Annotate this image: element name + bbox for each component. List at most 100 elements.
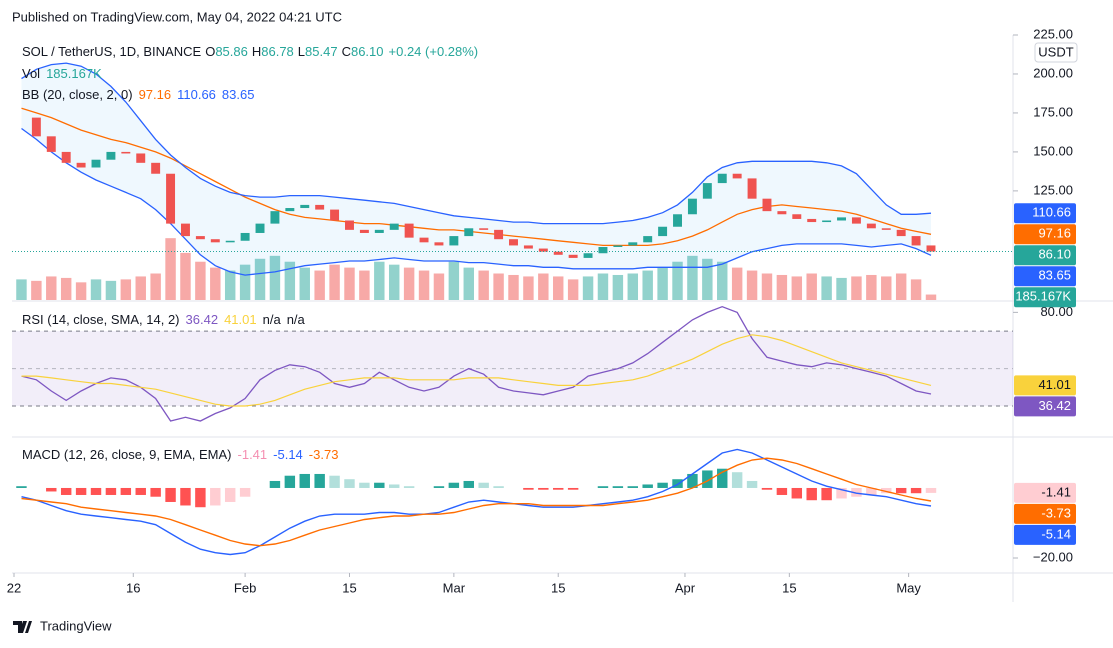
macd-histogram-bar bbox=[269, 480, 281, 488]
volume-bar bbox=[90, 279, 102, 300]
candle-body bbox=[568, 254, 578, 258]
brand-name: TradingView bbox=[40, 618, 112, 633]
volume-bar bbox=[180, 252, 191, 300]
candle-body bbox=[91, 159, 101, 168]
macd-histogram-bar bbox=[210, 487, 221, 506]
volume-bar bbox=[627, 273, 639, 300]
macd-histogram-bar bbox=[120, 487, 132, 495]
candle-body bbox=[807, 218, 817, 223]
logo-mark bbox=[13, 621, 32, 633]
candle-body bbox=[285, 208, 295, 212]
volume-bar bbox=[46, 276, 57, 300]
y-tick-label: 150.00 bbox=[1033, 143, 1073, 158]
candle-body bbox=[404, 223, 414, 238]
macd-histogram-bar bbox=[627, 486, 639, 488]
volume-bar bbox=[836, 277, 847, 300]
macd-histogram-bar bbox=[746, 480, 758, 488]
candle-body bbox=[76, 162, 86, 168]
candle-body bbox=[449, 236, 459, 246]
legend-item: 86.78 bbox=[261, 44, 294, 59]
macd-histogram-bar bbox=[493, 486, 504, 488]
legend-item: -1.41 bbox=[238, 447, 268, 462]
candle-body bbox=[300, 204, 310, 209]
macd-histogram-bar bbox=[851, 487, 862, 497]
volume-bar bbox=[776, 274, 788, 300]
macd-histogram-bar bbox=[866, 487, 877, 495]
macd-histogram-bar bbox=[597, 486, 609, 488]
macd-histogram-bar bbox=[910, 487, 922, 494]
volume-bar bbox=[75, 282, 87, 300]
line bbox=[21, 107, 932, 247]
x-tick-label: 15 bbox=[782, 580, 796, 595]
macd-histogram-bar bbox=[374, 482, 385, 488]
candle-body bbox=[240, 232, 250, 241]
macd-histogram-bar bbox=[687, 473, 698, 488]
price-tag bbox=[1014, 482, 1076, 503]
macd-histogram-bar bbox=[672, 479, 683, 488]
candle-body bbox=[121, 151, 131, 154]
candle-body bbox=[538, 248, 548, 252]
volume-bar bbox=[448, 261, 460, 300]
x-tick-label: Apr bbox=[675, 580, 696, 595]
volume-bar bbox=[597, 273, 609, 300]
macd-histogram-bar bbox=[403, 486, 415, 488]
price-tag bbox=[1014, 396, 1076, 417]
macd-histogram-bar bbox=[717, 468, 728, 488]
macd-histogram-bar bbox=[776, 487, 788, 495]
legend-item: O bbox=[205, 44, 215, 59]
legend-item: Vol bbox=[22, 66, 40, 81]
macd-histogram-bar bbox=[60, 487, 72, 495]
candle-body bbox=[345, 220, 354, 230]
volume-bar bbox=[329, 264, 340, 300]
legend-item: 110.66 bbox=[177, 87, 216, 102]
candle-body bbox=[106, 151, 116, 160]
legend: MACD (12, 26, close, 9, EMA, EMA) -1.41 -5… bbox=[22, 447, 338, 462]
line bbox=[21, 457, 932, 547]
candle-body bbox=[851, 217, 861, 224]
volume-bar bbox=[299, 267, 310, 300]
volume-bar bbox=[60, 277, 72, 300]
legend-item: 85.86 bbox=[215, 44, 248, 59]
volume-bar bbox=[523, 276, 534, 300]
legend-item: C bbox=[342, 44, 351, 59]
currency-label: USDT bbox=[1038, 44, 1073, 59]
volume-bar bbox=[925, 294, 937, 300]
price-tag-label: 110.66 bbox=[1032, 205, 1071, 220]
bb-fill bbox=[21, 63, 931, 276]
volume-bar bbox=[791, 276, 803, 300]
macd-histogram-bar bbox=[16, 486, 27, 488]
y-tick-label: 225.00 bbox=[1033, 26, 1073, 41]
volume-bar bbox=[359, 270, 370, 300]
candle-body bbox=[762, 198, 772, 212]
price-tag bbox=[1014, 287, 1076, 308]
candle-body bbox=[837, 217, 847, 221]
macd-histogram-bar bbox=[433, 486, 445, 488]
macd-histogram-bar bbox=[806, 487, 817, 501]
legend: RSI (14, close, SMA, 14, 2) 36.42 41.01 n/a… bbox=[22, 312, 306, 327]
volume-bar bbox=[761, 273, 773, 300]
legend-item: MACD (12, 26, close, 9, EMA, EMA) bbox=[22, 447, 232, 462]
macd-histogram-bar bbox=[761, 487, 773, 490]
candle-body bbox=[673, 214, 682, 227]
volume-bar bbox=[120, 279, 132, 300]
candle-body bbox=[166, 173, 176, 224]
candle-body bbox=[583, 253, 593, 258]
x-tick-label: May bbox=[896, 580, 921, 595]
volume-bar bbox=[731, 267, 743, 300]
currency-box bbox=[1034, 42, 1078, 63]
line bbox=[21, 62, 932, 225]
price-tag-label: 36.42 bbox=[1038, 398, 1071, 413]
macd-histogram-bar bbox=[553, 487, 564, 490]
macd-histogram-bar bbox=[105, 487, 117, 495]
y-tick-label: −20.00 bbox=[1033, 549, 1073, 564]
volume-bar bbox=[224, 270, 236, 300]
legend-item: 36.42 bbox=[186, 312, 219, 327]
candle-body bbox=[687, 198, 697, 215]
legend-item: +0.24 (+0.28%) bbox=[389, 44, 479, 59]
volume-bar bbox=[150, 273, 161, 300]
legend-item: RSI (14, close, SMA, 14, 2) bbox=[22, 312, 180, 327]
macd-histogram-bar bbox=[180, 487, 191, 506]
price-tag-label: 97.16 bbox=[1038, 226, 1071, 241]
